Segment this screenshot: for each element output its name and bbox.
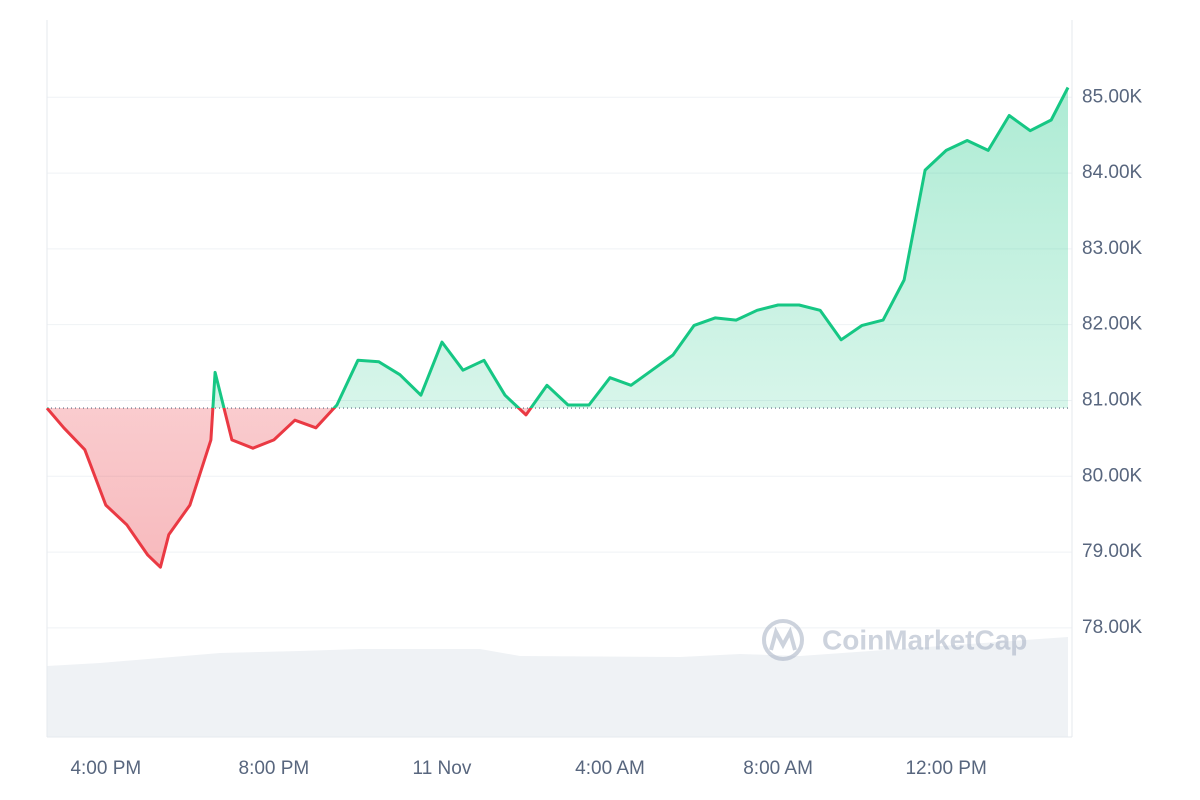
y-tick-label: 83.00K [1082, 238, 1143, 259]
y-tick-label: 79.00K [1082, 541, 1143, 562]
x-tick-label: 11 Nov [413, 758, 472, 779]
x-tick-label: 8:00 PM [239, 758, 310, 779]
x-tick-label: 8:00 AM [743, 758, 813, 779]
y-tick-label: 78.00K [1082, 617, 1143, 638]
y-tick-label: 85.00K [1082, 86, 1143, 107]
volume-area [47, 637, 1068, 737]
y-tick-label: 84.00K [1082, 162, 1143, 183]
x-tick-label: 4:00 AM [575, 758, 645, 779]
area-up [47, 87, 1068, 409]
price-line-up [47, 86, 1070, 409]
y-tick-label: 80.00K [1082, 465, 1143, 486]
price-line-down [45, 408, 533, 569]
x-tick-label: 4:00 PM [70, 758, 141, 779]
area-down [47, 408, 531, 568]
x-tick-label: 12:00 PM [905, 758, 986, 779]
y-tick-label: 82.00K [1082, 314, 1143, 335]
y-tick-label: 81.00K [1082, 389, 1143, 410]
watermark: CoinMarketCap [762, 619, 1027, 661]
watermark-text: CoinMarketCap [822, 624, 1027, 655]
